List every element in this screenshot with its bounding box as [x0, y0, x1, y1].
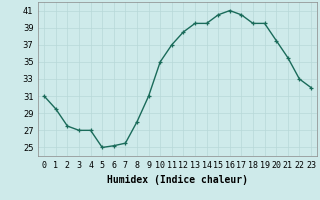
- X-axis label: Humidex (Indice chaleur): Humidex (Indice chaleur): [107, 175, 248, 185]
